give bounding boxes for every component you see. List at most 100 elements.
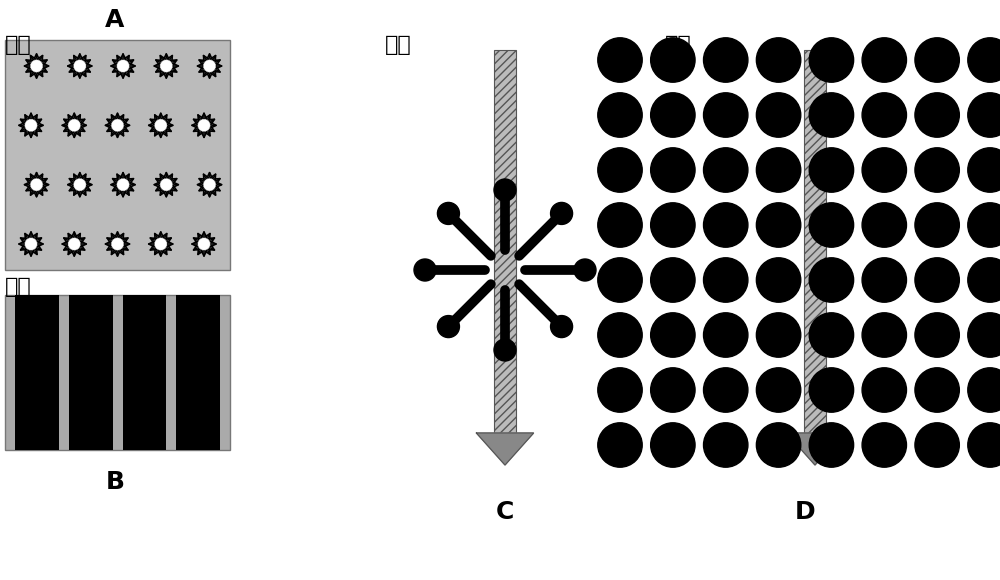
Circle shape [31, 61, 42, 71]
Ellipse shape [968, 423, 1000, 467]
Ellipse shape [704, 313, 748, 357]
Text: 顶面: 顶面 [385, 35, 412, 55]
Ellipse shape [704, 258, 748, 302]
Circle shape [69, 120, 79, 130]
Ellipse shape [809, 258, 854, 302]
Ellipse shape [598, 203, 642, 247]
Circle shape [26, 120, 36, 130]
Bar [494, 50, 516, 435]
Circle shape [161, 179, 171, 190]
Text: C: C [496, 500, 514, 524]
Text: D: D [795, 500, 815, 524]
Ellipse shape [915, 38, 959, 82]
Ellipse shape [915, 258, 959, 302]
Ellipse shape [968, 148, 1000, 192]
Ellipse shape [968, 38, 1000, 82]
Ellipse shape [809, 203, 854, 247]
Circle shape [112, 239, 123, 249]
Ellipse shape [915, 423, 959, 467]
Ellipse shape [704, 148, 748, 192]
Ellipse shape [651, 93, 695, 137]
Ellipse shape [915, 203, 959, 247]
Ellipse shape [862, 368, 906, 412]
Ellipse shape [756, 368, 801, 412]
Ellipse shape [968, 313, 1000, 357]
Ellipse shape [574, 259, 596, 281]
Ellipse shape [598, 313, 642, 357]
Ellipse shape [915, 148, 959, 192]
Ellipse shape [862, 203, 906, 247]
Circle shape [31, 179, 42, 190]
Bar [123, 295, 166, 450]
Ellipse shape [651, 368, 695, 412]
Circle shape [118, 61, 128, 71]
Circle shape [69, 239, 79, 249]
Ellipse shape [494, 339, 516, 361]
Ellipse shape [915, 93, 959, 137]
Ellipse shape [651, 313, 695, 357]
Ellipse shape [704, 93, 748, 137]
Ellipse shape [598, 368, 642, 412]
Ellipse shape [551, 316, 573, 338]
Ellipse shape [651, 38, 695, 82]
Circle shape [75, 179, 85, 190]
Ellipse shape [862, 93, 906, 137]
Ellipse shape [704, 423, 748, 467]
Ellipse shape [968, 368, 1000, 412]
Text: 侧面: 侧面 [665, 35, 692, 55]
Ellipse shape [651, 148, 695, 192]
Ellipse shape [862, 423, 906, 467]
Ellipse shape [756, 423, 801, 467]
Bar [5, 295, 230, 450]
Ellipse shape [598, 258, 642, 302]
Ellipse shape [756, 38, 801, 82]
Ellipse shape [915, 368, 959, 412]
Ellipse shape [414, 259, 436, 281]
Ellipse shape [756, 313, 801, 357]
Ellipse shape [551, 202, 573, 224]
Ellipse shape [756, 203, 801, 247]
Bar [15, 295, 59, 450]
Ellipse shape [704, 368, 748, 412]
Ellipse shape [704, 203, 748, 247]
Ellipse shape [756, 93, 801, 137]
Polygon shape [786, 433, 844, 465]
Ellipse shape [437, 316, 459, 338]
Bar [5, 40, 230, 270]
Circle shape [204, 61, 215, 71]
Bar [804, 50, 826, 435]
Circle shape [199, 239, 209, 249]
Ellipse shape [704, 38, 748, 82]
Ellipse shape [598, 148, 642, 192]
Ellipse shape [809, 368, 854, 412]
Ellipse shape [651, 203, 695, 247]
Ellipse shape [651, 258, 695, 302]
Ellipse shape [809, 423, 854, 467]
Ellipse shape [756, 148, 801, 192]
Text: 顶面: 顶面 [5, 35, 32, 55]
Circle shape [26, 239, 36, 249]
Ellipse shape [968, 203, 1000, 247]
Ellipse shape [598, 93, 642, 137]
Bar [176, 295, 220, 450]
Ellipse shape [809, 148, 854, 192]
Circle shape [118, 179, 128, 190]
Ellipse shape [968, 258, 1000, 302]
Ellipse shape [809, 93, 854, 137]
Circle shape [204, 179, 215, 190]
Ellipse shape [651, 423, 695, 467]
Text: 侧面: 侧面 [5, 277, 32, 297]
Ellipse shape [862, 313, 906, 357]
Circle shape [75, 61, 85, 71]
Ellipse shape [598, 38, 642, 82]
Ellipse shape [494, 179, 516, 201]
Ellipse shape [437, 202, 459, 224]
Ellipse shape [809, 313, 854, 357]
Text: B: B [105, 470, 124, 494]
Ellipse shape [756, 258, 801, 302]
Ellipse shape [862, 148, 906, 192]
Ellipse shape [968, 93, 1000, 137]
Circle shape [112, 120, 123, 130]
Ellipse shape [862, 258, 906, 302]
Circle shape [199, 120, 209, 130]
